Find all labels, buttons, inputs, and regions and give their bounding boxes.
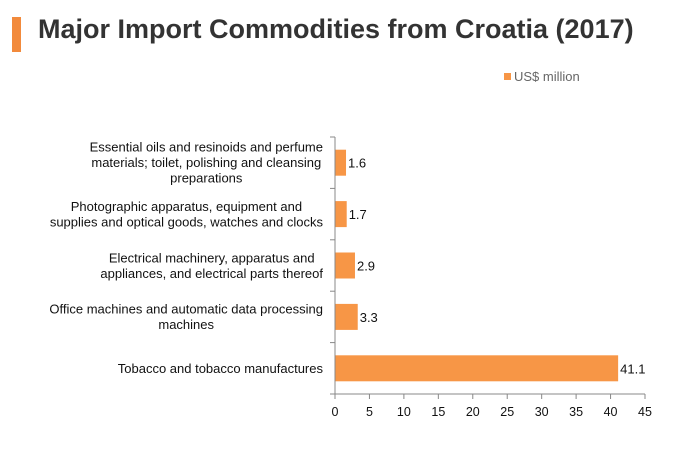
data-label: 1.6 [348, 156, 366, 171]
category-label-line: materials; toilet, polishing and cleansi… [91, 155, 321, 170]
category-label-line: Tobacco and tobacco manufactures [118, 361, 324, 376]
x-tick-label: 10 [397, 405, 411, 419]
category-label-line: appliances, and electrical parts thereof [100, 266, 323, 281]
bar [335, 252, 355, 279]
category-label-line: Photographic apparatus, equipment and [71, 199, 302, 214]
data-label: 41.1 [620, 361, 645, 376]
bar [335, 303, 358, 330]
bar [335, 201, 347, 228]
x-tick-label: 25 [500, 405, 514, 419]
x-tick-label: 45 [638, 405, 652, 419]
title-accent-bar [12, 17, 21, 52]
bars: 1.6 1.7 2.9 3.3 41.1 [335, 149, 645, 382]
category-label-line: Essential oils and resinoids and perfume [90, 140, 323, 155]
x-tick-label: 0 [332, 405, 339, 419]
category-label: Office machines and automatic data proce… [49, 302, 323, 333]
x-tick-label: 30 [535, 405, 549, 419]
chart-title: Major Import Commodities from Croatia (2… [38, 14, 634, 44]
bar [335, 149, 347, 176]
data-label: 2.9 [357, 259, 375, 274]
bar [335, 355, 619, 382]
legend-swatch [504, 73, 511, 80]
category-label-line: machines [158, 317, 214, 332]
category-label: Electrical machinery, apparatus and appli… [100, 250, 323, 281]
category-label-line: supplies and optical goods, watches and … [50, 214, 324, 229]
category-label-line: Office machines and automatic data proce… [49, 302, 323, 317]
data-label: 3.3 [360, 310, 378, 325]
category-label: Tobacco and tobacco manufactures [118, 361, 324, 376]
data-label: 1.7 [349, 207, 367, 222]
legend: US$ million [504, 69, 580, 84]
category-labels: Essential oils and resinoids and perfume… [49, 140, 323, 376]
x-axis: 0 5 10 15 20 25 30 35 40 45 [330, 136, 652, 419]
category-label-line: Electrical machinery, apparatus and [109, 250, 315, 265]
category-label-line: preparations [170, 171, 243, 186]
category-label: Essential oils and resinoids and perfume… [90, 140, 323, 186]
x-tick-label: 20 [466, 405, 480, 419]
x-tick-label: 35 [569, 405, 583, 419]
legend-label: US$ million [514, 69, 580, 84]
x-tick-label: 5 [366, 405, 373, 419]
category-label: Photographic apparatus, equipment and sup… [50, 199, 324, 230]
x-tick-label: 40 [604, 405, 618, 419]
x-tick-label: 15 [431, 405, 445, 419]
